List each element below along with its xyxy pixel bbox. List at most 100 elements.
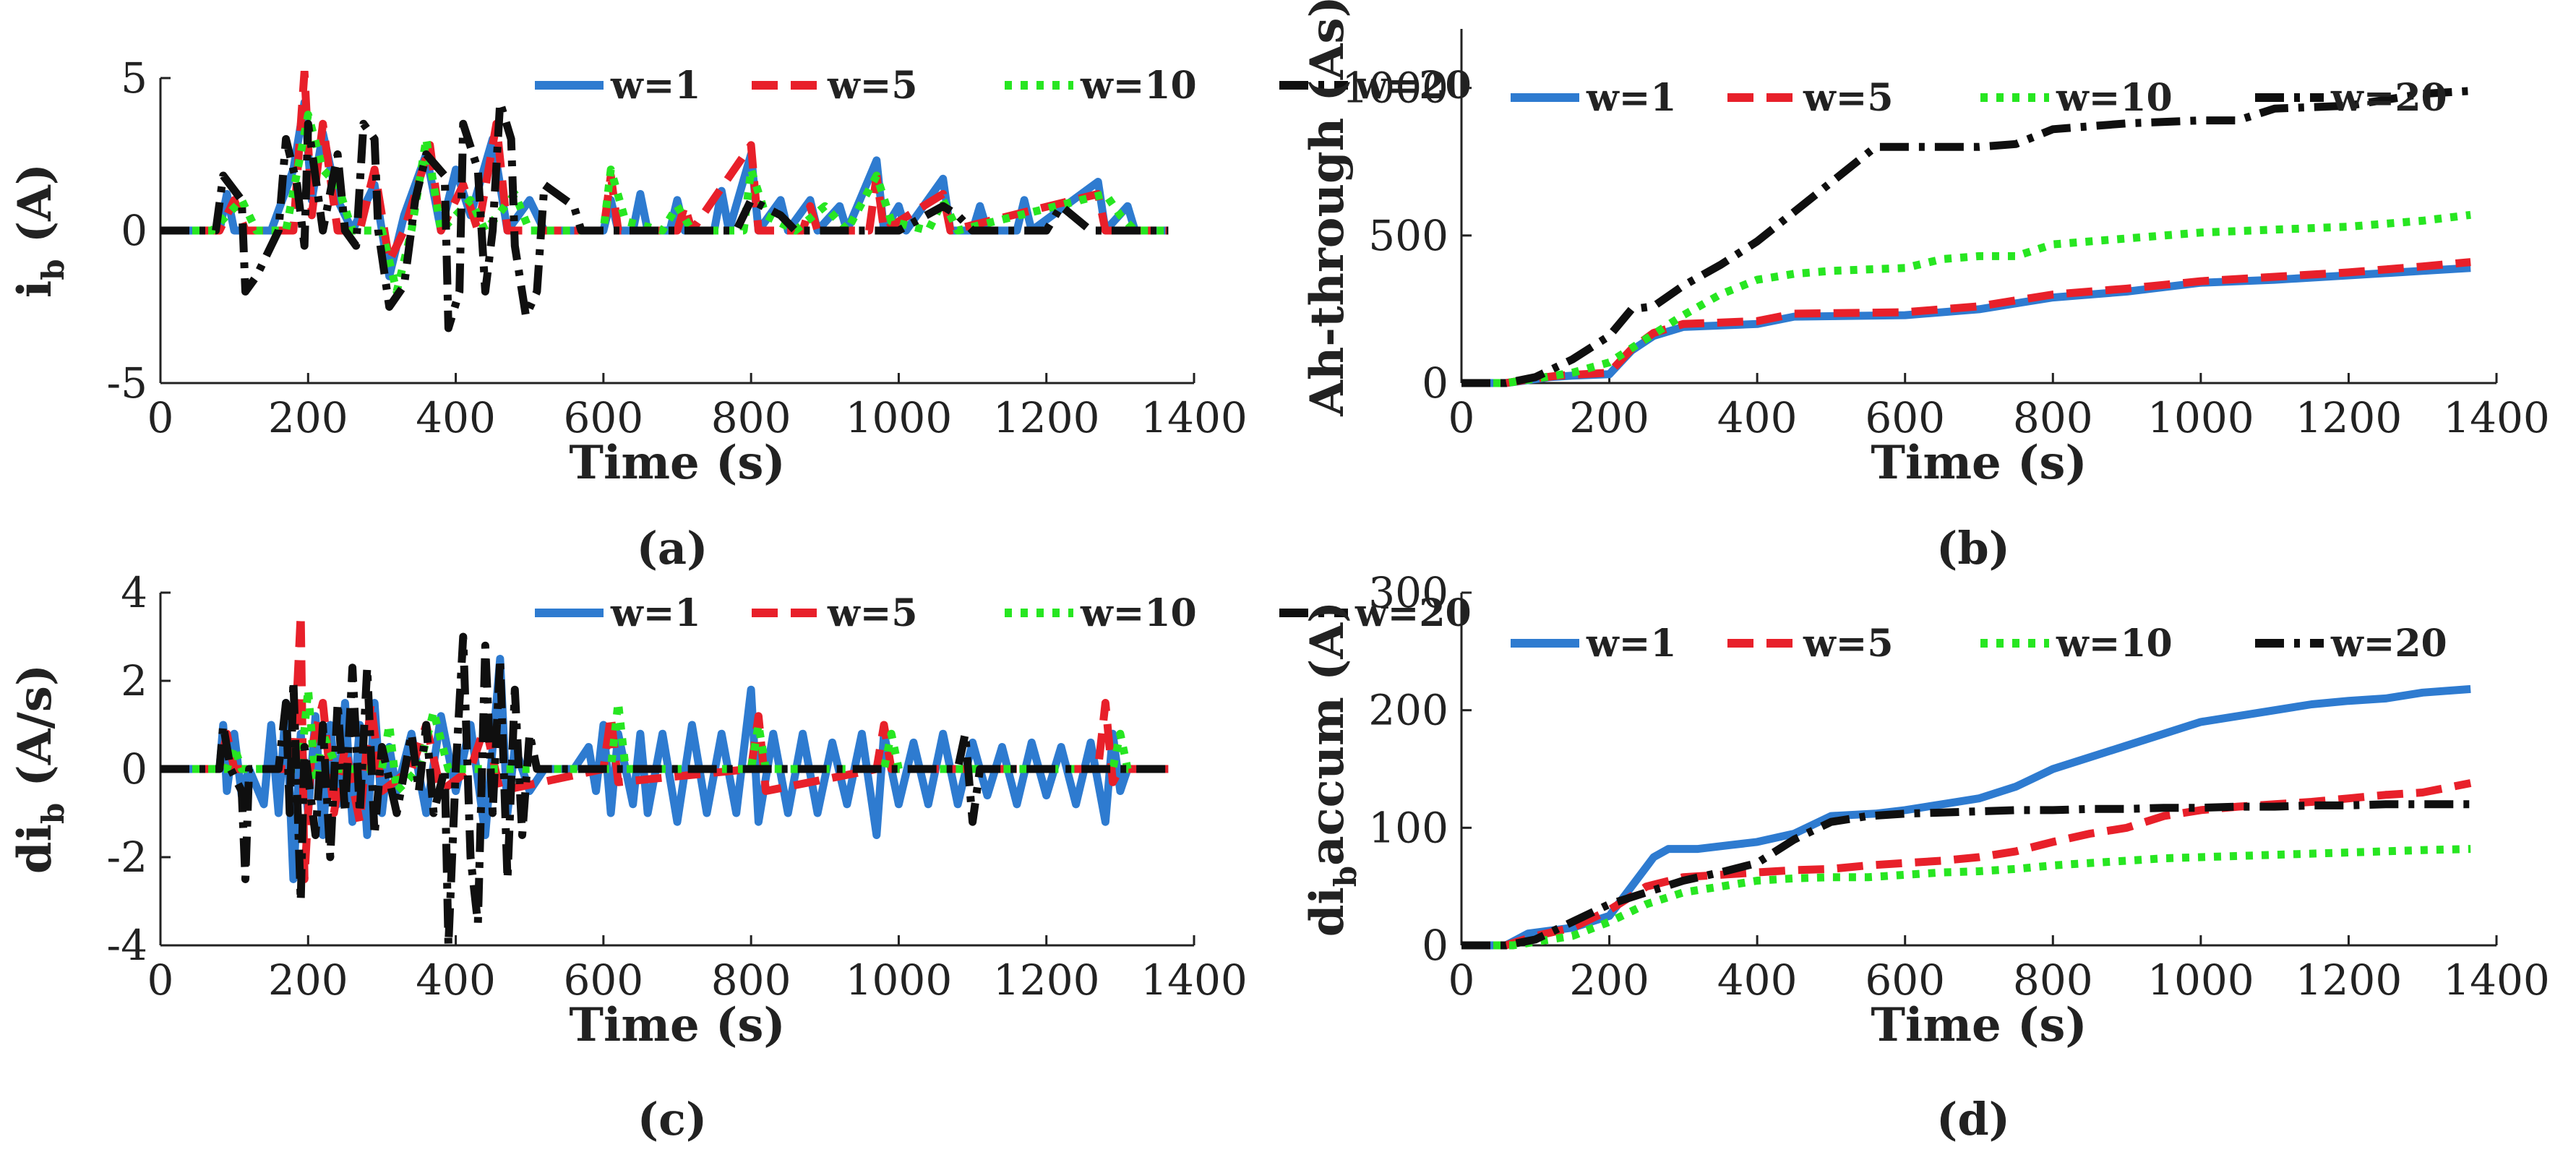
legend-label-w-1: w=1 <box>610 591 701 635</box>
panel-caption: (b) <box>1936 522 2010 575</box>
x-tick-label: 0 <box>147 393 174 442</box>
y-tick-label: 5 <box>121 53 147 103</box>
legend: w=1 w=5 w=10 w=20 <box>1511 622 2447 666</box>
x-axis-label: Time (s) <box>1871 998 2087 1052</box>
y-tick-label: 2 <box>121 656 147 705</box>
x-tick-label: 600 <box>563 393 643 442</box>
x-tick-label: 400 <box>1717 955 1798 1005</box>
x-tick-label: 1400 <box>2443 393 2550 442</box>
legend-label-w-10: w=10 <box>1080 64 1197 108</box>
x-tick-label: 600 <box>563 955 643 1005</box>
x-tick-label: 800 <box>711 955 791 1005</box>
y-axis-label-main: Ah-through (As) <box>1300 0 1354 417</box>
series-line-w-1 <box>1461 684 2471 950</box>
chart-panel-d: 0 200 400 600 800 1000 1200 1400 0 100 200 300 Time … <box>1300 568 2550 1146</box>
series-line-w-20 <box>1461 800 2471 950</box>
legend: w=1 w=5 w=10 w=20 <box>535 64 1472 108</box>
x-tick-label: 0 <box>147 955 174 1005</box>
x-tick-label: 1200 <box>2296 393 2403 442</box>
y-tick-label: 0 <box>121 206 147 255</box>
legend-label-w-10: w=10 <box>2056 622 2173 666</box>
x-tick-label: 0 <box>1448 955 1475 1005</box>
panel-caption: (d) <box>1936 1093 2010 1146</box>
legend: w=1 w=5 w=10 w=20 <box>1511 76 2447 120</box>
y-axis-label-unit: (A/s) <box>8 664 62 803</box>
legend-label-w-20: w=20 <box>1354 64 1472 108</box>
y-axis-label: ib (A) <box>8 163 71 298</box>
x-tick-label: 1400 <box>1141 955 1248 1005</box>
legend-label-w-5: w=5 <box>1803 76 1894 120</box>
series-line-w-20 <box>1461 87 2471 387</box>
y-tick-label: 500 <box>1368 211 1448 260</box>
x-tick-label: 200 <box>268 955 348 1005</box>
x-tick-label: 400 <box>416 955 496 1005</box>
x-axis-label: Time (s) <box>569 436 785 490</box>
y-axis-label: dib (A/s) <box>8 664 71 874</box>
y-tick-label: 0 <box>1422 358 1448 408</box>
y-tick-label: 100 <box>1368 803 1448 852</box>
legend-label-w-10: w=10 <box>2056 76 2173 120</box>
series-line-w-20 <box>160 632 1169 950</box>
x-tick-label: 1000 <box>2147 393 2254 442</box>
legend-label-w-20: w=20 <box>1354 591 1472 635</box>
y-tick-label: 300 <box>1368 568 1448 617</box>
legend-label-w-1: w=1 <box>610 64 701 108</box>
chart-panel-b: 0 200 400 600 800 1000 1200 1400 0 500 1000 Time (s… <box>1300 0 2550 575</box>
x-tick-label: 200 <box>1569 393 1649 442</box>
y-tick-label: -2 <box>107 833 148 882</box>
x-tick-label: 1000 <box>2147 955 2254 1005</box>
y-tick-label: 4 <box>121 568 147 617</box>
x-tick-label: 1400 <box>2443 955 2550 1005</box>
legend-label-w-10: w=10 <box>1080 591 1197 635</box>
y-tick-label: 200 <box>1368 686 1448 735</box>
y-axis-label-main: di <box>1300 887 1354 937</box>
legend: w=1 w=5 w=10 w=20 <box>535 591 1472 635</box>
y-axis-label-main: i <box>8 280 62 298</box>
x-tick-label: 800 <box>2013 393 2093 442</box>
y-tick-label: 0 <box>1422 921 1448 970</box>
x-tick-label: 600 <box>1865 955 1945 1005</box>
y-axis-label-unit: (A) <box>8 163 62 259</box>
legend-label-w-1: w=1 <box>1586 76 1677 120</box>
x-tick-label: 1400 <box>1141 393 1248 442</box>
x-axis-label: Time (s) <box>569 998 785 1052</box>
x-tick-label: 400 <box>1717 393 1798 442</box>
legend-label-w-20: w=20 <box>2330 622 2447 666</box>
legend-label-w-5: w=5 <box>827 64 918 108</box>
y-axis-label-subscript: b <box>35 259 71 280</box>
y-tick-label: 0 <box>121 744 147 794</box>
y-tick-label: -5 <box>107 358 148 408</box>
x-tick-label: 1200 <box>993 393 1100 442</box>
y-axis-label-main: di <box>8 824 62 874</box>
legend-label-w-1: w=1 <box>1586 622 1677 666</box>
series-line-w-10 <box>160 685 1169 795</box>
series-line-w-10 <box>1461 210 2471 387</box>
series-line-w-10 <box>160 111 1169 296</box>
legend-label-w-20: w=20 <box>2330 76 2447 120</box>
x-tick-label: 200 <box>268 393 348 442</box>
y-axis-label-unit: accum (A) <box>1300 601 1354 866</box>
x-tick-label: 1200 <box>993 955 1100 1005</box>
x-tick-label: 800 <box>2013 955 2093 1005</box>
y-tick-label: -4 <box>107 921 148 970</box>
x-tick-label: 1000 <box>846 955 953 1005</box>
x-tick-label: 1000 <box>846 393 953 442</box>
legend-label-w-5: w=5 <box>1803 622 1894 666</box>
y-axis-label: dibaccum (A) <box>1300 601 1363 937</box>
series-line-w-20 <box>160 98 1169 332</box>
x-tick-label: 400 <box>416 393 496 442</box>
y-axis-label-subscript: b <box>35 803 71 824</box>
y-tick-label: 1000 <box>1341 64 1448 113</box>
x-tick-label: 1200 <box>2296 955 2403 1005</box>
panel-caption: (a) <box>637 522 708 575</box>
x-tick-label: 800 <box>711 393 791 442</box>
series-line-w-10 <box>1461 845 2471 950</box>
x-tick-label: 200 <box>1569 955 1649 1005</box>
legend-label-w-5: w=5 <box>827 591 918 635</box>
x-axis-label: Time (s) <box>1871 436 2087 490</box>
panel-caption: (c) <box>637 1093 707 1146</box>
